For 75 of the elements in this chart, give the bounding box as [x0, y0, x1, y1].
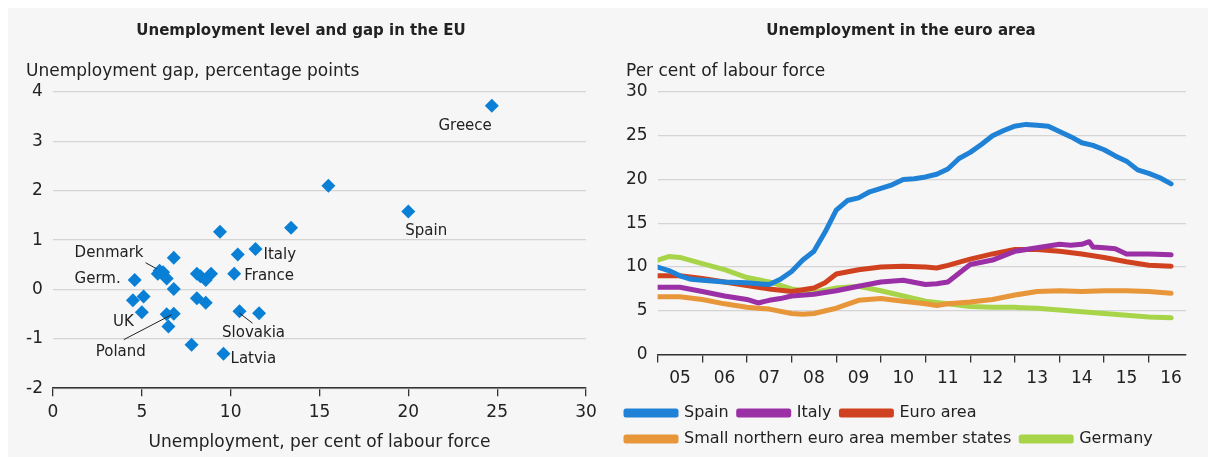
- legend-label: Germany: [1079, 428, 1153, 448]
- x-tick-label: 0: [47, 400, 59, 421]
- y-tick-label: 1: [32, 228, 43, 249]
- legend-label: Euro area: [899, 402, 977, 422]
- y-tick-label: -1: [26, 327, 43, 348]
- y-tick-label: 0: [636, 343, 648, 364]
- point: [248, 241, 263, 256]
- x-tick-label: 12: [981, 367, 1004, 388]
- y-tick-label: 3: [32, 129, 43, 150]
- y-tick-label: 30: [625, 80, 648, 101]
- x-tick-label: 09: [847, 367, 870, 388]
- point: [216, 346, 231, 361]
- chart-title: Unemployment level and gap in the EU: [136, 20, 466, 39]
- y-axis-title: Per cent of labour force: [626, 59, 826, 80]
- y-tick-label: 10: [625, 255, 648, 276]
- point: [284, 220, 299, 235]
- point: [484, 98, 499, 113]
- point: [166, 250, 181, 265]
- point: [230, 247, 245, 262]
- x-tick-label: 20: [397, 400, 420, 421]
- x-tick-label: 15: [1115, 367, 1138, 388]
- point: [321, 178, 336, 193]
- point: [401, 204, 416, 219]
- point: [136, 289, 151, 304]
- x-tick-label: 16: [1160, 367, 1182, 388]
- point: [252, 306, 267, 321]
- point: [212, 224, 227, 239]
- legend-label: Italy: [796, 402, 832, 422]
- x-tick-label: 13: [1026, 367, 1048, 388]
- x-tick-label: 5: [136, 400, 148, 421]
- x-tick-label: 30: [575, 400, 597, 421]
- legend-label: Small northern euro area member states: [684, 428, 1012, 448]
- y-tick-label: 4: [32, 80, 43, 101]
- y-tick-label: 0: [32, 277, 43, 298]
- x-tick-label: 08: [803, 367, 825, 388]
- annotation: Denmark: [74, 242, 144, 261]
- x-tick-label: 10: [892, 367, 915, 388]
- x-tick-label: 11: [937, 367, 959, 388]
- annotation: Greece: [438, 115, 492, 134]
- annotation: Slovakia: [222, 323, 286, 342]
- point: [134, 305, 149, 320]
- x-tick-label: 15: [308, 400, 331, 421]
- x-tick-label: 25: [486, 400, 508, 421]
- y-tick-label: -2: [26, 376, 43, 397]
- x-tick-label: 05: [669, 367, 691, 388]
- annotation: Poland: [95, 341, 146, 360]
- y-tick-label: 25: [625, 124, 648, 145]
- point: [184, 337, 199, 352]
- y-axis-title: Unemployment gap, percentage points: [26, 59, 360, 80]
- point: [125, 293, 140, 308]
- x-tick-label: 10: [219, 400, 242, 421]
- x-tick-label: 07: [758, 367, 781, 388]
- annotation: Latvia: [230, 348, 277, 367]
- x-tick-label: 06: [713, 367, 736, 388]
- point: [166, 281, 181, 296]
- y-tick-label: 2: [32, 179, 43, 200]
- legend-label: Spain: [684, 402, 729, 422]
- y-tick-label: 20: [625, 167, 648, 188]
- chart-title: Unemployment in the euro area: [766, 20, 1036, 39]
- point: [198, 295, 213, 310]
- y-tick-label: 15: [625, 211, 648, 232]
- annotation: Italy: [263, 244, 297, 263]
- point: [232, 304, 247, 319]
- annotation: Germ.: [74, 268, 121, 287]
- annotation: France: [244, 265, 295, 284]
- y-tick-label: 5: [636, 299, 648, 320]
- point: [127, 273, 142, 288]
- annotation: Spain: [405, 221, 448, 240]
- x-axis-title: Unemployment, per cent of labour force: [148, 431, 491, 452]
- annotation: UK: [112, 312, 135, 331]
- point: [159, 271, 174, 286]
- x-tick-label: 14: [1070, 367, 1093, 388]
- point: [227, 266, 242, 281]
- point: [161, 319, 176, 334]
- point: [189, 291, 204, 306]
